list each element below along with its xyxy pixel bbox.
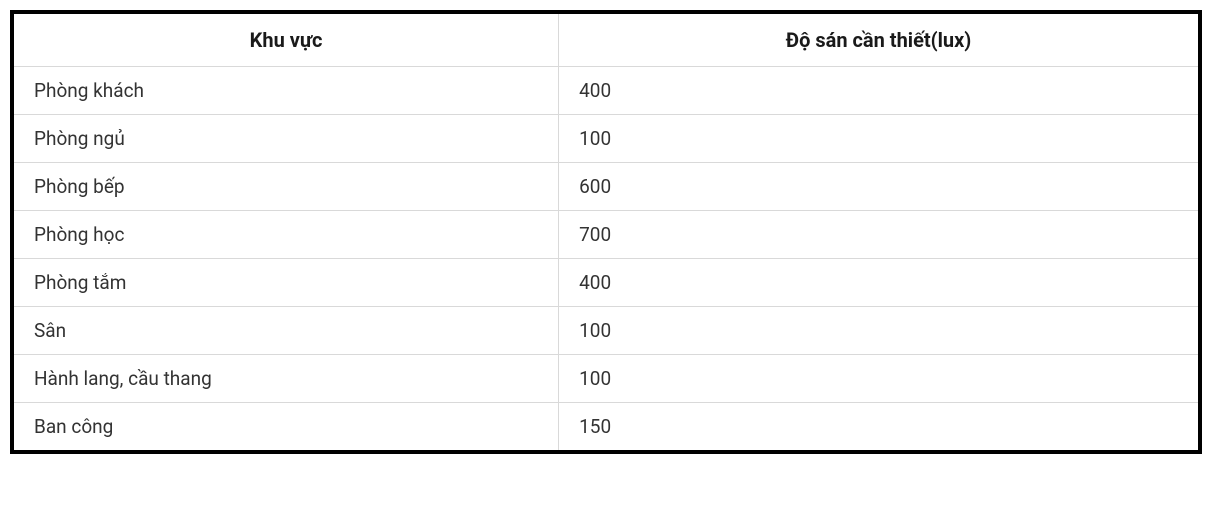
cell-area: Phòng khách	[14, 67, 559, 115]
cell-area: Phòng học	[14, 211, 559, 259]
cell-area: Ban công	[14, 403, 559, 451]
cell-area: Phòng tắm	[14, 259, 559, 307]
cell-lux: 400	[559, 259, 1198, 307]
cell-lux: 100	[559, 355, 1198, 403]
table-row: Phòng ngủ 100	[14, 115, 1198, 163]
cell-area: Sân	[14, 307, 559, 355]
lux-table-container: Khu vực Độ sán cần thiết(lux) Phòng khác…	[10, 10, 1202, 454]
column-header-area: Khu vực	[14, 14, 559, 67]
cell-area: Hành lang, cầu thang	[14, 355, 559, 403]
lux-table: Khu vực Độ sán cần thiết(lux) Phòng khác…	[14, 14, 1198, 450]
cell-area: Phòng ngủ	[14, 115, 559, 163]
cell-lux: 600	[559, 163, 1198, 211]
table-row: Phòng tắm 400	[14, 259, 1198, 307]
cell-lux: 150	[559, 403, 1198, 451]
cell-lux: 700	[559, 211, 1198, 259]
table-header-row: Khu vực Độ sán cần thiết(lux)	[14, 14, 1198, 67]
column-header-lux: Độ sán cần thiết(lux)	[559, 14, 1198, 67]
cell-lux: 100	[559, 115, 1198, 163]
table-row: Phòng học 700	[14, 211, 1198, 259]
table-row: Sân 100	[14, 307, 1198, 355]
cell-lux: 100	[559, 307, 1198, 355]
table-row: Phòng bếp 600	[14, 163, 1198, 211]
table-row: Hành lang, cầu thang 100	[14, 355, 1198, 403]
cell-area: Phòng bếp	[14, 163, 559, 211]
table-row: Ban công 150	[14, 403, 1198, 451]
cell-lux: 400	[559, 67, 1198, 115]
table-row: Phòng khách 400	[14, 67, 1198, 115]
